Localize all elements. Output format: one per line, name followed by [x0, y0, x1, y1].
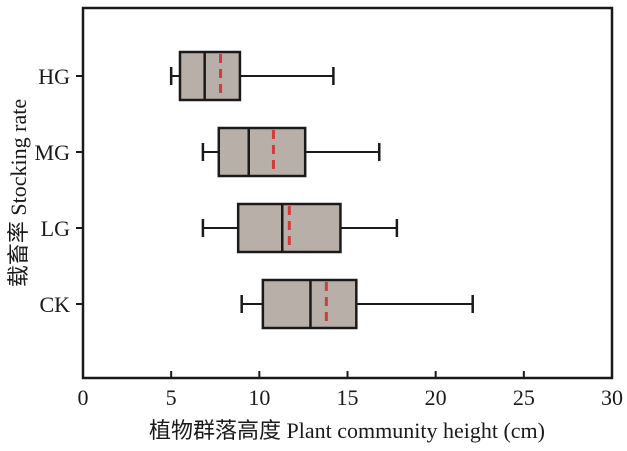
y-category-label: LG: [41, 216, 70, 241]
box-HG: [178, 50, 242, 102]
x-tick-label: 5: [166, 385, 177, 410]
x-tick-label: 10: [248, 385, 270, 410]
y-category-label: HG: [38, 64, 70, 89]
x-tick-label: 0: [78, 385, 89, 410]
y-axis-title: 载畜率 Stocking rate: [6, 99, 31, 287]
x-tick-label: 15: [337, 385, 359, 410]
box-MG: [217, 126, 307, 178]
y-category-label: CK: [39, 292, 70, 317]
x-tick-label: 25: [513, 385, 535, 410]
plot-layer: 0 5 10 15 20 25 30 HG MG LG CK: [35, 6, 623, 410]
y-category-label: MG: [35, 140, 71, 165]
x-axis-title: 植物群落高度 Plant community height (cm): [149, 418, 545, 443]
x-tick-label: 20: [425, 385, 447, 410]
x-tick-label: 30: [601, 385, 623, 410]
